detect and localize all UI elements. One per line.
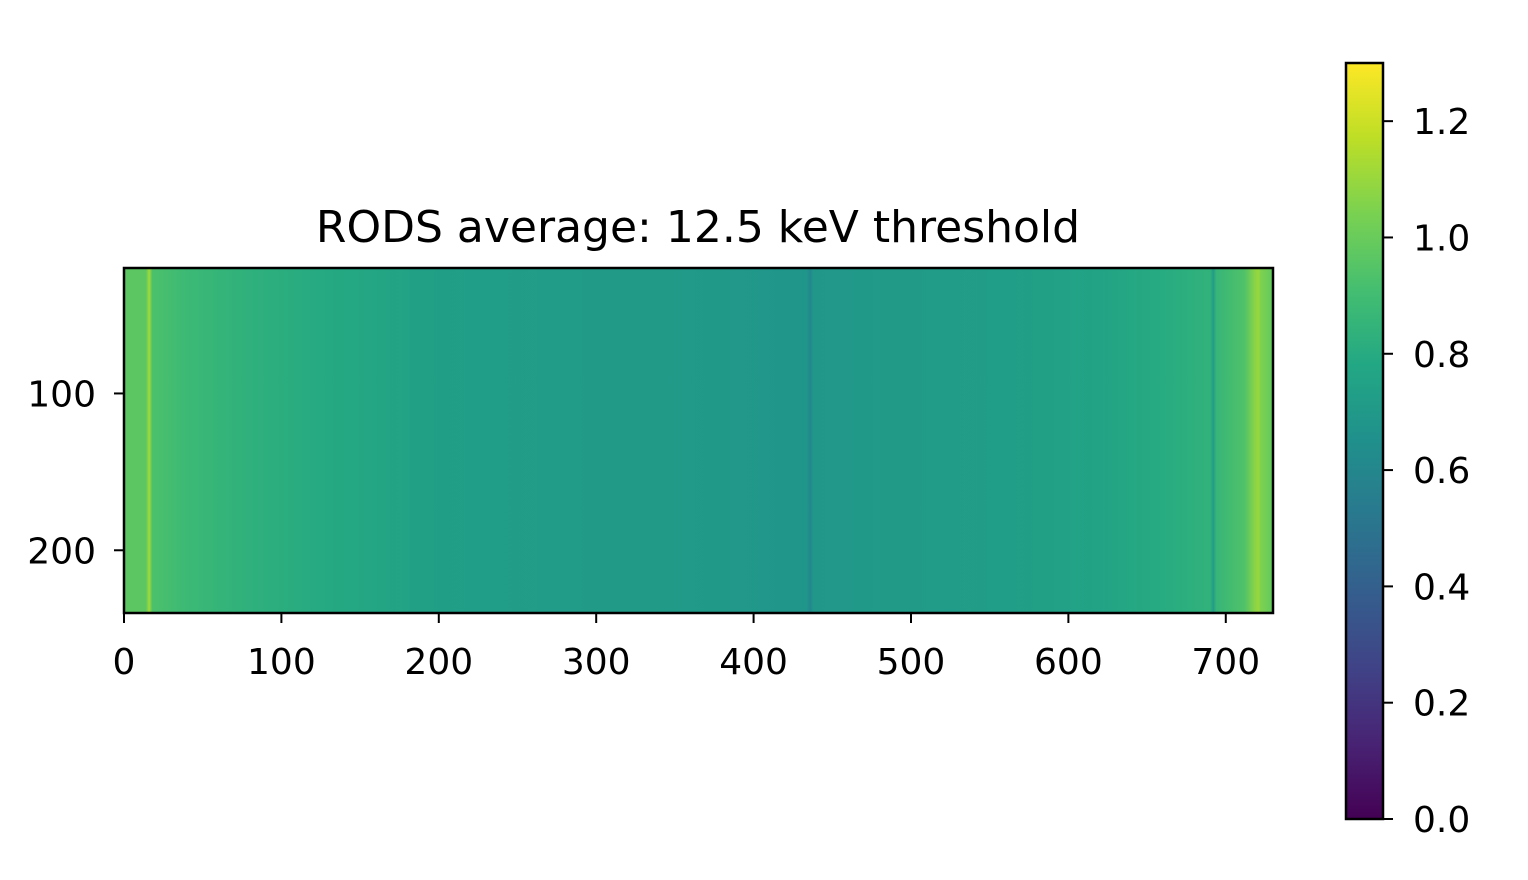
- colorbar-tick-label: 1.2: [1413, 102, 1470, 143]
- x-tick-label: 500: [877, 642, 946, 683]
- y-axis: 100 200: [27, 374, 124, 572]
- y-tick-label: 200: [27, 531, 96, 572]
- colorbar-tick-label: 0.4: [1413, 567, 1470, 608]
- colorbar-tick-label: 0.8: [1413, 335, 1470, 376]
- colorbar-tick-label: 0.2: [1413, 684, 1470, 725]
- x-tick-label: 300: [562, 642, 631, 683]
- x-tick-label: 600: [1034, 642, 1103, 683]
- colorbar-tick-label: 0.6: [1413, 451, 1470, 492]
- x-tick-label: 700: [1191, 642, 1260, 683]
- x-tick-label: 400: [719, 642, 788, 683]
- heatmap-image: [124, 268, 1273, 613]
- colorbar-frame: [1344, 61, 1385, 821]
- colorbar-tick-label: 1.0: [1413, 218, 1470, 259]
- x-axis: 0 100 200 300 400 500 600 700: [113, 613, 1260, 683]
- colorbar-tick-label: 0.0: [1413, 800, 1470, 841]
- colorbar-gradient-fill: [1346, 63, 1383, 819]
- plot-frame: [122, 266, 1275, 615]
- colorbar-ticks: 0.0 0.2 0.4 0.6 0.8 1.0 1.2: [1383, 102, 1470, 841]
- colorbar: 0.0 0.2 0.4 0.6 0.8 1.0 1.2: [1344, 61, 1470, 841]
- heatmap-plot: 0 100 200 300 400 500 600 700 100 200: [27, 266, 1275, 683]
- chart-title: RODS average: 12.5 keV threshold: [316, 202, 1080, 253]
- x-tick-label: 0: [113, 642, 136, 683]
- x-tick-label: 100: [247, 642, 316, 683]
- y-tick-label: 100: [27, 374, 96, 415]
- x-tick-label: 200: [404, 642, 473, 683]
